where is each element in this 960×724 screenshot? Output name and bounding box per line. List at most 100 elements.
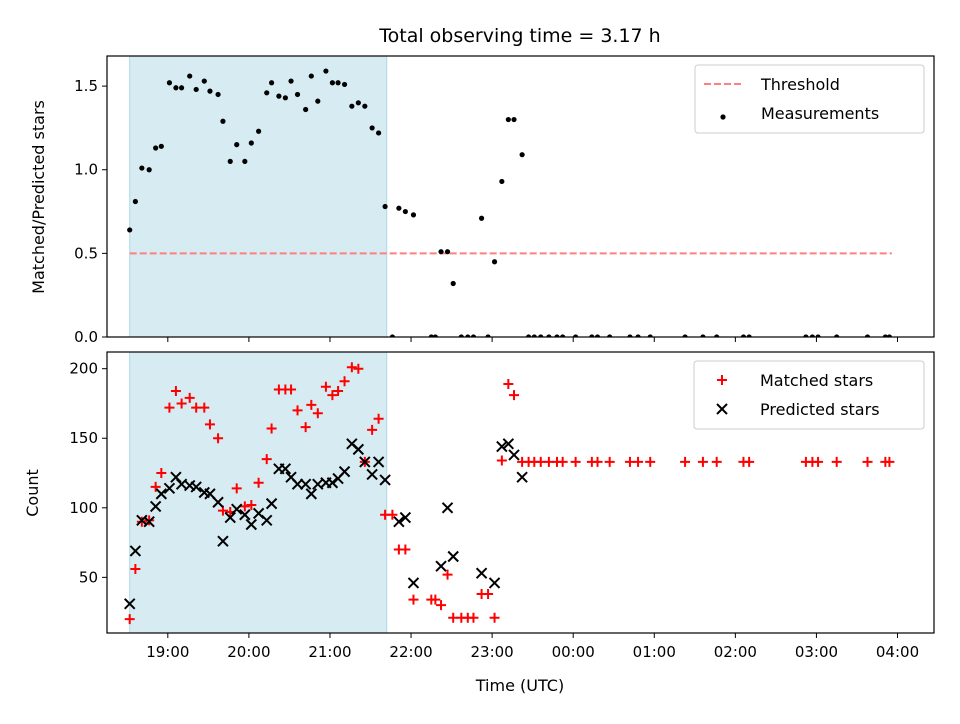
data-point <box>353 363 364 374</box>
data-point <box>560 334 566 337</box>
data-point <box>366 468 378 481</box>
series-measurements <box>127 68 893 337</box>
data-point <box>428 334 434 337</box>
y-tick-label: 100 <box>69 499 98 517</box>
data-point <box>143 516 155 528</box>
data-point <box>573 334 579 337</box>
data-point <box>436 600 447 611</box>
data-point <box>400 544 411 555</box>
data-point <box>176 398 187 409</box>
data-point <box>864 334 871 337</box>
data-point <box>488 577 501 589</box>
data-point <box>570 456 581 467</box>
data-point <box>349 103 355 109</box>
data-point <box>508 449 520 461</box>
data-point <box>526 334 532 337</box>
data-point <box>256 128 262 134</box>
data-point <box>444 249 451 255</box>
data-point <box>475 567 488 579</box>
data-point <box>680 456 691 467</box>
data-point <box>261 514 273 527</box>
data-point <box>376 130 382 136</box>
data-point <box>212 496 224 508</box>
data-point <box>834 334 840 337</box>
data-point <box>190 481 202 493</box>
x-tick-label: 21:00 <box>308 643 351 661</box>
data-point <box>217 535 229 547</box>
data-point <box>803 334 809 337</box>
data-point <box>234 142 240 148</box>
data-point <box>408 594 419 605</box>
series-predicted-stars <box>123 438 528 610</box>
data-point <box>327 390 338 401</box>
data-point <box>265 497 278 510</box>
data-point <box>170 385 181 396</box>
data-point <box>163 482 176 495</box>
data-point <box>268 80 275 86</box>
data-point <box>199 402 210 413</box>
data-point <box>697 456 708 467</box>
data-point <box>286 384 297 395</box>
data-point <box>438 249 444 255</box>
legend-measurements-swatch <box>720 114 726 120</box>
data-point <box>201 78 207 84</box>
data-point <box>402 208 408 215</box>
x-tick-label: 22:00 <box>389 643 432 661</box>
data-point <box>124 614 135 625</box>
data-point <box>153 145 159 151</box>
legend-label: Threshold <box>760 75 840 94</box>
data-point <box>627 334 633 337</box>
data-point <box>266 423 277 434</box>
data-point <box>478 215 485 221</box>
data-point <box>305 488 318 500</box>
legend-box <box>694 64 925 134</box>
data-point <box>635 334 641 337</box>
chart-title: Total observing time = 3.17 h <box>378 25 660 47</box>
legend-label: Measurements <box>761 104 879 123</box>
data-point <box>554 334 560 337</box>
data-point <box>312 408 323 419</box>
data-point <box>538 334 544 337</box>
data-point <box>432 334 438 337</box>
data-point <box>227 158 233 164</box>
data-point <box>531 334 537 337</box>
data-point <box>410 212 417 218</box>
data-point <box>204 419 215 430</box>
data-point <box>592 456 603 467</box>
data-point <box>489 612 500 623</box>
data-point <box>246 500 257 511</box>
data-point <box>299 478 312 490</box>
data-point <box>300 422 311 433</box>
data-point <box>499 178 505 185</box>
data-point <box>607 334 613 337</box>
data-point <box>245 518 258 531</box>
y-tick-label: 0.0 <box>74 328 98 346</box>
panel-count: 50 100 150 200 19:00 20:00 21:00 22:00 23:00 00:0… <box>69 351 935 661</box>
data-point <box>435 560 447 572</box>
data-point <box>155 488 168 500</box>
data-point <box>372 456 385 468</box>
data-point <box>215 91 221 98</box>
data-point <box>352 443 365 456</box>
legend-box <box>693 360 925 430</box>
data-point <box>341 81 348 88</box>
y-tick-label: 1.0 <box>74 161 98 179</box>
data-point <box>815 334 821 337</box>
data-point <box>146 167 152 173</box>
data-point <box>292 405 303 416</box>
data-point <box>359 456 371 468</box>
data-point <box>711 456 722 467</box>
data-point <box>882 334 888 337</box>
data-point <box>239 509 251 521</box>
data-point <box>886 334 893 337</box>
data-point <box>150 481 161 492</box>
data-point <box>127 227 133 233</box>
data-point <box>862 456 873 467</box>
data-point <box>355 100 361 106</box>
data-point <box>362 103 368 109</box>
y-axis-label-bottom: Count <box>23 469 42 517</box>
data-point <box>261 454 272 465</box>
data-point <box>496 440 508 453</box>
data-point <box>382 203 388 210</box>
